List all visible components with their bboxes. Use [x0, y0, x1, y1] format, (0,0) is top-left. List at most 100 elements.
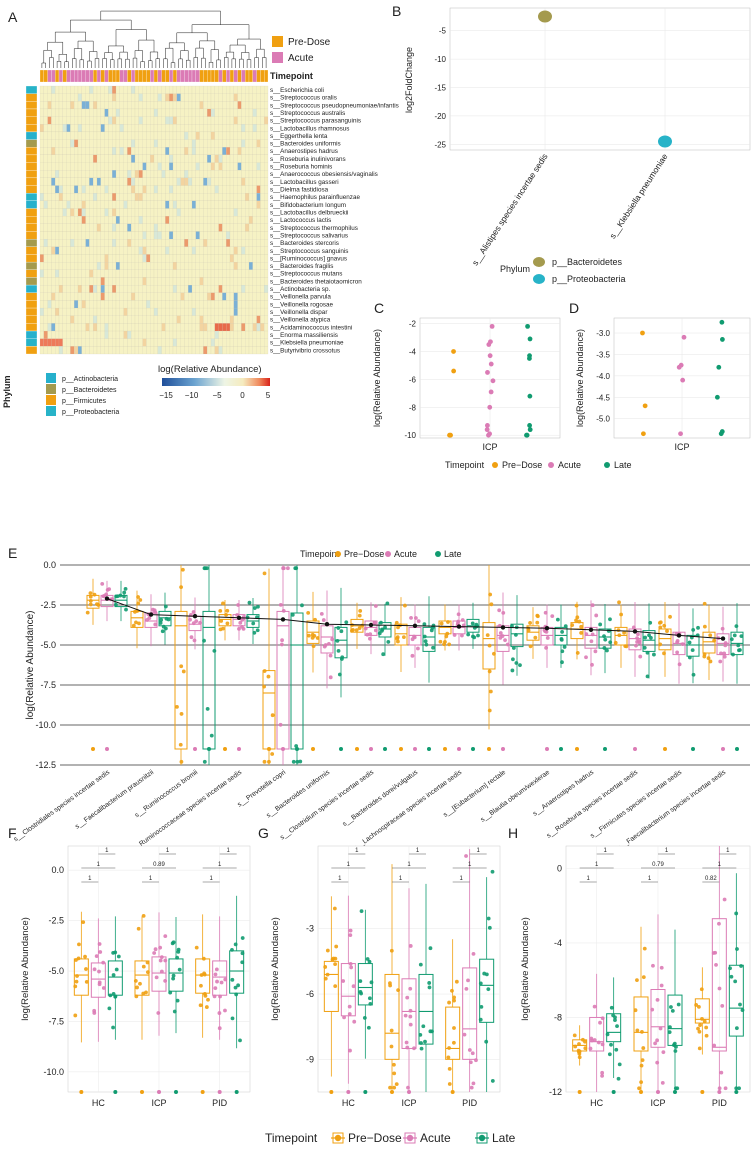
heatmap-cell [218, 93, 223, 102]
heatmap-cell [108, 208, 113, 217]
heatmap-cell [43, 185, 48, 194]
box [584, 626, 598, 649]
heatmap-cell [104, 323, 109, 332]
heatmap-cell [93, 269, 98, 278]
heatmap-cell [222, 346, 227, 355]
heatmap-cell [203, 338, 208, 347]
heatmap-cell [62, 254, 67, 263]
heatmap-cell [66, 170, 71, 178]
heatmap-cell [214, 239, 219, 247]
heatmap-cell [248, 124, 253, 133]
heatmap-cell [112, 208, 117, 217]
heatmap-cell [62, 285, 67, 293]
data-point [478, 1017, 483, 1022]
timepoint-annotation-cell [188, 69, 193, 83]
legend-key [334, 1134, 342, 1142]
data-point [609, 1042, 613, 1047]
heatmap-cell [165, 330, 170, 339]
heatmap-cell [55, 116, 60, 125]
heatmap-cell [81, 154, 86, 163]
heatmap-cell [55, 231, 60, 240]
heatmap-cell [89, 208, 94, 217]
heatmap-cell [66, 216, 71, 224]
heatmap-cell [210, 231, 215, 240]
species-row-label: s__Roseburia inulinivorans [270, 156, 346, 163]
heatmap-cell [96, 315, 101, 324]
heatmap-cell [142, 177, 147, 186]
heatmap-cell [233, 277, 238, 286]
species-row-label: s__Escherichia coli [270, 87, 324, 94]
heatmap-cell [108, 185, 113, 194]
timepoint-annotation-cell [207, 69, 212, 83]
heatmap-cell [218, 108, 223, 117]
heatmap-cell [161, 300, 166, 309]
heatmap-cell [256, 208, 261, 217]
data-point [158, 958, 163, 963]
heatmap-cell [229, 292, 234, 301]
heatmap-cell [81, 292, 86, 301]
heatmap-cell [55, 262, 60, 270]
heatmap-cell [203, 277, 208, 286]
data-point [456, 612, 461, 617]
data-point [181, 669, 186, 674]
heatmap-cell [119, 269, 124, 278]
heatmap-cell [62, 93, 67, 102]
heatmap-cell [161, 124, 166, 133]
heatmap-cell [127, 323, 132, 332]
y-axis-label: log(Relative Abundance) [25, 611, 36, 720]
data-point [608, 640, 613, 645]
heatmap-cell [165, 269, 170, 278]
heatmap-cell [245, 154, 250, 163]
heatmap-cell [123, 277, 128, 286]
heatmap-cell [195, 246, 200, 255]
data-point [75, 974, 79, 978]
y-tick-label: -4 [409, 347, 417, 356]
heatmap-cell [134, 307, 139, 316]
timepoint-annotation-cell [241, 69, 246, 83]
phylum-annotation-cell [25, 108, 38, 117]
heatmap-cell [165, 346, 170, 355]
data-point [447, 642, 452, 647]
heatmap-cell [58, 108, 63, 117]
heatmap-cell [210, 177, 215, 186]
comparison-p-value: 1 [648, 876, 652, 882]
heatmap-cell [207, 93, 212, 102]
heatmap-cell [199, 93, 204, 102]
heatmap-cell [138, 277, 143, 286]
heatmap-cell [157, 323, 162, 332]
data-point [408, 1008, 413, 1013]
heatmap-cell [70, 346, 75, 355]
data-point [648, 620, 653, 625]
heatmap-cell [229, 216, 234, 224]
heatmap-cell [39, 262, 44, 270]
box [134, 960, 150, 996]
heatmap-cell [123, 292, 128, 301]
heatmap-cell [184, 231, 189, 240]
heatmap-cell [43, 193, 48, 201]
data-point [377, 631, 382, 636]
data-point [281, 608, 286, 613]
heatmap-cell [43, 162, 48, 171]
heatmap-cell [81, 116, 86, 125]
heatmap-cell [108, 231, 113, 240]
heatmap-cell [134, 300, 139, 309]
heatmap-cell [131, 93, 136, 102]
heatmap-cell [104, 177, 109, 186]
heatmap-cell [169, 216, 174, 224]
heatmap-cell [127, 346, 132, 355]
heatmap-cell [256, 116, 261, 125]
bottom-legend-title: Timepoint [265, 1131, 318, 1145]
box [323, 960, 339, 1012]
species-row-label: s__Bifidobacterium longum [270, 202, 346, 209]
data-point [114, 967, 119, 972]
heatmap-cell [169, 193, 174, 201]
heatmap-cell [256, 177, 261, 186]
heatmap-cell [169, 330, 174, 339]
heatmap-cell [104, 139, 109, 148]
box [686, 634, 700, 657]
legend-key [604, 462, 610, 468]
heatmap-cell [203, 101, 208, 110]
heatmap-cell [85, 147, 90, 155]
data-point [681, 334, 687, 340]
data-point [489, 602, 494, 607]
